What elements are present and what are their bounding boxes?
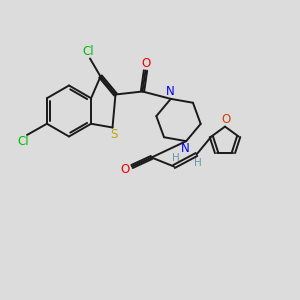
Text: N: N: [181, 142, 190, 155]
Text: Cl: Cl: [18, 135, 29, 148]
Text: O: O: [120, 163, 129, 176]
Text: H: H: [194, 158, 202, 168]
Text: N: N: [166, 85, 175, 98]
Text: S: S: [110, 128, 118, 142]
Text: O: O: [142, 57, 151, 70]
Text: H: H: [172, 153, 179, 164]
Text: Cl: Cl: [83, 45, 94, 58]
Text: O: O: [221, 113, 230, 126]
